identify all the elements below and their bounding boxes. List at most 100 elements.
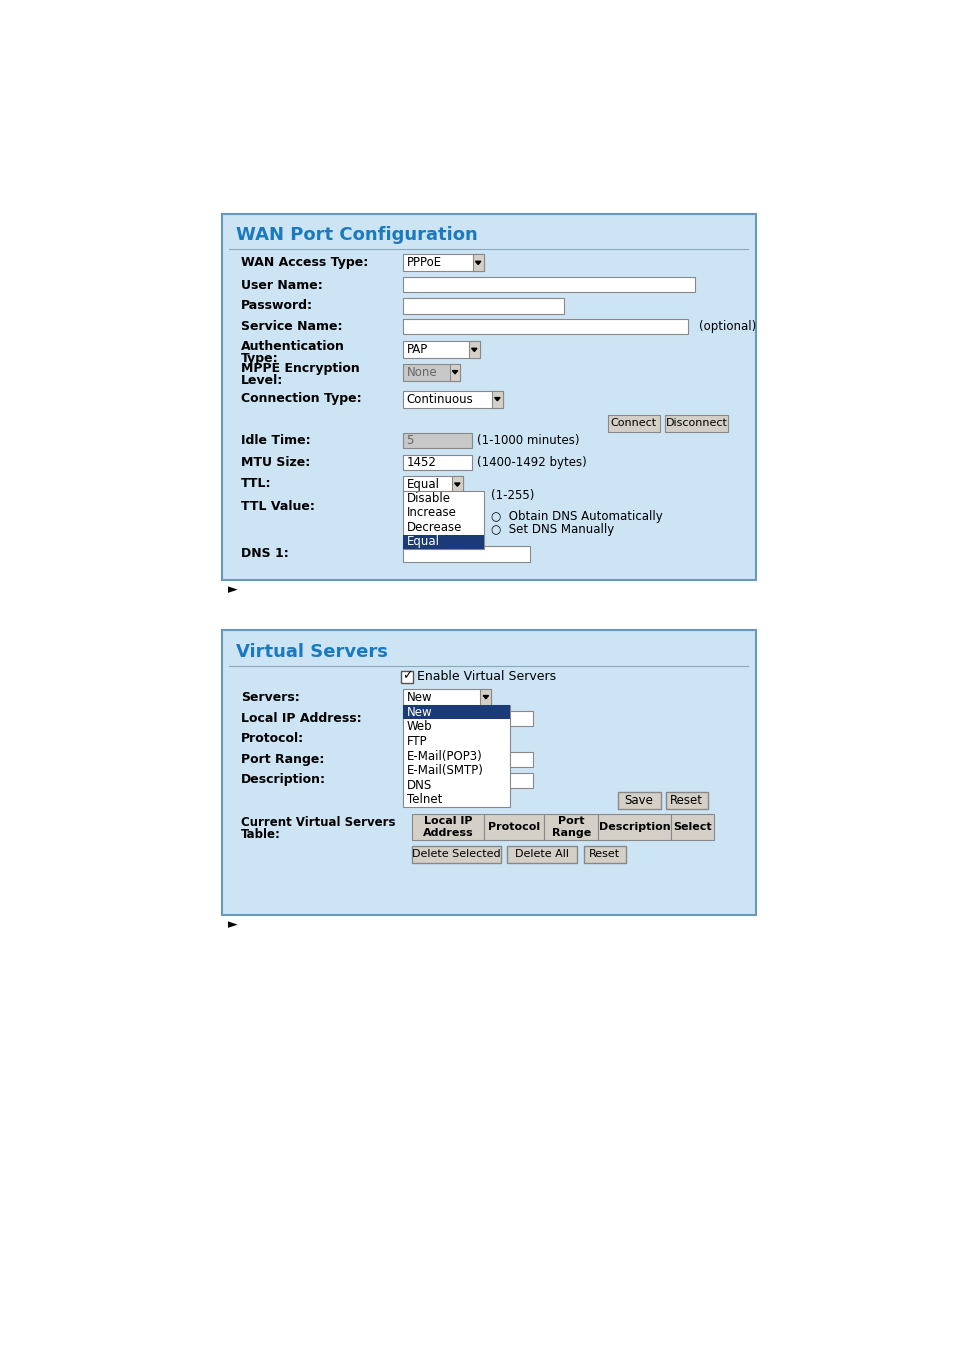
Text: Current Virtual Servers: Current Virtual Servers	[241, 817, 395, 829]
Text: WAN Port Configuration: WAN Port Configuration	[235, 227, 476, 244]
Text: 1452: 1452	[406, 456, 436, 468]
Bar	[473, 254, 483, 271]
Bar	[402, 491, 483, 549]
Polygon shape	[452, 371, 457, 374]
Text: Disconnect: Disconnect	[665, 418, 727, 428]
Bar	[583, 845, 625, 863]
Bar	[469, 342, 479, 358]
Text: Decrease: Decrease	[406, 521, 461, 533]
Text: Password:: Password:	[241, 300, 313, 312]
Bar	[505, 752, 533, 767]
Bar	[402, 298, 564, 313]
Text: Increase: Increase	[406, 506, 456, 520]
Text: Level:: Level:	[241, 374, 283, 387]
Text: MTU Size:: MTU Size:	[241, 456, 310, 468]
Bar	[402, 254, 483, 271]
Bar	[665, 792, 708, 809]
Text: Connection Type:: Connection Type:	[241, 392, 361, 405]
Text: Port Range:: Port Range:	[241, 753, 324, 765]
Text: ○  Obtain DNS Automatically: ○ Obtain DNS Automatically	[491, 510, 662, 522]
Text: Reset: Reset	[588, 849, 619, 859]
Text: ✓: ✓	[401, 670, 412, 682]
Text: Idle Time:: Idle Time:	[241, 435, 311, 447]
Text: E-Mail(POP3): E-Mail(POP3)	[406, 749, 482, 763]
Text: Equal: Equal	[406, 536, 439, 548]
Text: Equal: Equal	[406, 478, 439, 491]
Text: WAN Access Type:: WAN Access Type:	[241, 256, 368, 270]
Bar	[402, 319, 687, 335]
Text: TTL:: TTL:	[241, 478, 272, 490]
Polygon shape	[495, 397, 499, 401]
Bar	[402, 705, 510, 807]
Text: (1400-1492 bytes): (1400-1492 bytes)	[476, 456, 586, 468]
Bar	[484, 814, 544, 840]
Text: Select: Select	[672, 822, 711, 833]
Bar	[598, 814, 671, 840]
Text: (optional): (optional)	[699, 320, 756, 333]
Bar	[402, 433, 472, 448]
Bar	[449, 363, 460, 381]
Bar	[402, 705, 510, 720]
Text: Save: Save	[624, 794, 653, 807]
Text: Description:: Description:	[241, 774, 326, 786]
Text: Type:: Type:	[241, 352, 278, 365]
Text: Virtual Servers: Virtual Servers	[235, 643, 387, 660]
Bar	[402, 477, 462, 493]
Bar	[402, 535, 483, 549]
Bar	[221, 213, 756, 580]
Bar	[412, 845, 500, 863]
Text: Protocol:: Protocol:	[241, 732, 304, 745]
Text: Enable Virtual Servers: Enable Virtual Servers	[416, 670, 556, 683]
Bar	[664, 414, 728, 432]
Bar	[544, 814, 598, 840]
Text: PAP: PAP	[406, 343, 427, 356]
Bar	[402, 390, 502, 408]
Bar	[402, 277, 695, 292]
Bar	[492, 390, 502, 408]
Bar	[452, 477, 462, 493]
Text: Telnet: Telnet	[406, 794, 441, 806]
Text: (1-1000 minutes): (1-1000 minutes)	[476, 435, 579, 447]
Text: 5: 5	[406, 435, 414, 447]
Bar	[412, 814, 484, 840]
Text: User Name:: User Name:	[241, 278, 322, 292]
Bar	[480, 688, 491, 706]
Text: Local IP
Address: Local IP Address	[422, 817, 473, 838]
Text: New: New	[406, 706, 432, 718]
Text: DNS: DNS	[406, 779, 432, 792]
Polygon shape	[471, 348, 476, 351]
Text: None: None	[406, 366, 436, 379]
Bar	[505, 772, 533, 788]
Bar	[400, 671, 413, 683]
Text: ►: ►	[228, 918, 237, 930]
Text: TTL Value:: TTL Value:	[241, 501, 314, 513]
Text: FTP: FTP	[406, 734, 427, 748]
Text: Description: Description	[598, 822, 670, 833]
Text: Disable: Disable	[406, 491, 450, 505]
Bar	[402, 547, 529, 562]
Bar	[607, 414, 659, 432]
Text: E-Mail(SMTP): E-Mail(SMTP)	[406, 764, 483, 778]
Bar	[671, 814, 713, 840]
Text: Local IP Address:: Local IP Address:	[241, 713, 361, 725]
Bar	[221, 630, 756, 915]
Text: Delete Selected: Delete Selected	[412, 849, 500, 859]
Text: Protocol: Protocol	[488, 822, 539, 833]
Text: Port
Range: Port Range	[551, 817, 590, 838]
Bar	[402, 455, 472, 470]
Text: MPPE Encryption: MPPE Encryption	[241, 362, 359, 375]
Text: Delete All: Delete All	[515, 849, 568, 859]
Text: Authentication: Authentication	[241, 340, 344, 352]
Bar	[402, 363, 460, 381]
Polygon shape	[455, 483, 459, 486]
Text: Servers:: Servers:	[241, 691, 299, 703]
Text: Continuous: Continuous	[406, 393, 473, 405]
Text: Web: Web	[406, 721, 432, 733]
Text: Table:: Table:	[241, 829, 280, 841]
Bar	[402, 342, 479, 358]
Text: ►: ►	[228, 583, 237, 595]
Text: New: New	[406, 691, 432, 703]
Polygon shape	[475, 262, 480, 265]
Polygon shape	[482, 695, 488, 699]
Text: Connect: Connect	[610, 418, 656, 428]
